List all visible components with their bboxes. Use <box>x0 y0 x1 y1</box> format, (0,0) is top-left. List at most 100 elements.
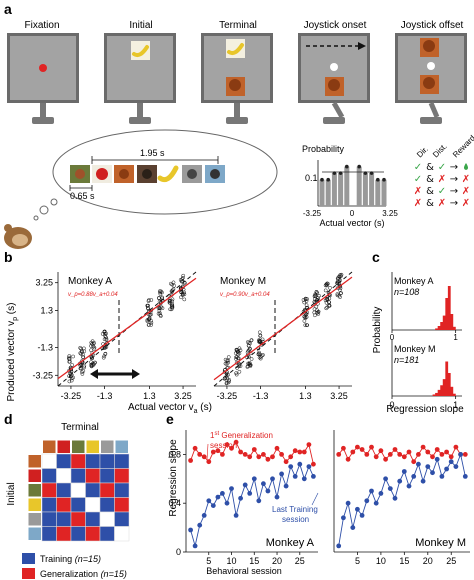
data-point <box>257 350 261 355</box>
line-plot-title: Monkey A <box>266 537 315 549</box>
generalization-point <box>210 449 216 455</box>
generalization-point <box>247 454 253 460</box>
screen-joystick-onset <box>298 33 370 124</box>
y-tick-label: 1.3 <box>40 305 53 315</box>
data-point <box>237 346 242 351</box>
data-point <box>313 293 317 298</box>
hist-xtick: -3.25 <box>303 209 322 218</box>
training-point <box>188 527 194 533</box>
annot-first-generalization: 1st Generalization <box>210 431 273 440</box>
data-point <box>338 286 343 291</box>
data-point <box>89 356 94 361</box>
hist-xtick: 0 <box>350 209 355 218</box>
generalization-point <box>311 461 316 467</box>
training-point <box>439 474 445 479</box>
data-point <box>304 315 309 319</box>
data-point <box>102 337 107 342</box>
data-point <box>338 295 342 299</box>
panel-b-label: b <box>4 249 13 265</box>
screen-title-fixation: Fixation <box>24 20 59 31</box>
panel-e-label: e <box>166 411 174 427</box>
hist-bar <box>452 326 456 330</box>
training-point <box>359 513 365 518</box>
generalization-point <box>369 444 374 450</box>
line-plot-monkey-a: 0.8 0.4 0 5 10 15 20 25 Monkey A <box>168 430 318 566</box>
training-point <box>233 513 239 518</box>
data-point <box>237 351 242 356</box>
data-point <box>89 362 94 367</box>
matrix-cell <box>99 511 115 527</box>
y-tick-label: 3.25 <box>35 278 53 288</box>
training-point <box>206 498 212 504</box>
hist-bar <box>445 298 449 330</box>
regression-equation: v_p=0.88v_a+0.04 <box>68 292 118 298</box>
generalization-point <box>256 454 262 460</box>
identity-line <box>213 271 353 387</box>
generalization-point <box>392 447 398 452</box>
data-point <box>339 274 343 278</box>
annot-last-training: Last Training <box>272 505 318 514</box>
data-point <box>226 355 231 359</box>
data-point <box>335 286 340 290</box>
data-point <box>235 355 239 359</box>
data-point <box>234 360 239 365</box>
data-point <box>338 284 342 289</box>
hist-point <box>382 177 386 182</box>
hist-bar <box>450 386 454 396</box>
data-point <box>103 335 108 339</box>
data-point <box>70 363 75 367</box>
hist-ylabel: Probability <box>302 144 345 154</box>
training-point <box>224 500 230 506</box>
data-point <box>81 355 86 360</box>
data-point <box>182 292 187 297</box>
hist-bar <box>450 314 454 330</box>
hist-bar <box>440 385 444 396</box>
check-icon: ✓ <box>414 174 422 185</box>
matrix-cell <box>70 468 86 484</box>
y-tick-label: -3.25 <box>32 370 53 380</box>
data-point <box>156 306 161 310</box>
x-tick-label: 15 <box>249 556 259 566</box>
hist-bar <box>445 361 449 396</box>
line-plot-monkey-m: 5 10 15 20 25 Monkey M <box>333 430 470 566</box>
data-point <box>78 345 83 350</box>
training-point <box>448 459 454 465</box>
data-point <box>314 304 319 309</box>
data-point <box>316 310 320 315</box>
panel-c-xlabel: Regression slope <box>386 404 464 415</box>
data-point <box>167 300 172 305</box>
fixation-dot <box>39 64 47 72</box>
panel-e-ylabel: Regression slope <box>168 439 179 517</box>
data-point <box>247 362 252 366</box>
data-point <box>226 360 230 365</box>
x-tick-label: 3.25 <box>174 391 192 401</box>
hist-bar <box>447 286 451 330</box>
hist-bar <box>442 315 446 330</box>
generalization-point <box>448 454 454 460</box>
data-point <box>170 303 175 308</box>
x-tick-label: 1 <box>453 400 458 410</box>
generalization-point <box>434 447 440 452</box>
training-point <box>345 500 351 506</box>
matrix-cell <box>85 453 101 469</box>
data-point <box>304 312 309 317</box>
scatter-title: Monkey A <box>68 276 112 287</box>
data-point <box>149 298 154 302</box>
panel-b-xlabel: Actual vector va (s) <box>128 402 212 415</box>
hist-point <box>320 177 324 182</box>
hist-bar <box>442 379 446 396</box>
generalization-point <box>215 448 221 454</box>
data-point <box>182 290 186 295</box>
training-point <box>430 470 435 476</box>
data-point <box>172 283 176 288</box>
hist-ytick: 0.1 <box>305 173 318 183</box>
generalization-point <box>430 454 435 460</box>
data-point <box>169 281 173 286</box>
matrix-cell <box>114 497 130 513</box>
scatter-plot-monkey-a: Monkey A v_p=0.88v_a+0.04 -3.25 -1.3 1.3 3.25… <box>32 271 197 401</box>
data-point <box>249 338 254 342</box>
data-point <box>335 281 339 285</box>
cross-icon: ✗ <box>414 198 422 209</box>
matrix-cell <box>114 468 130 484</box>
histogram-title: Monkey A <box>394 276 434 286</box>
